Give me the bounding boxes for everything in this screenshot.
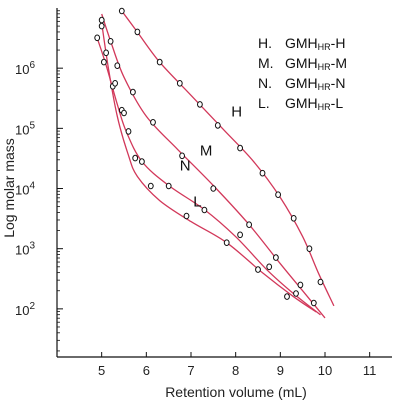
point-h	[134, 28, 141, 36]
axes	[56, 8, 392, 358]
data-points	[94, 7, 324, 307]
legend-subscript: HR	[318, 102, 331, 112]
curve-labels: H MN L	[180, 103, 242, 210]
x-tick-label: 11	[363, 363, 377, 378]
point-l	[121, 109, 127, 117]
legend-suffix: -M	[331, 55, 347, 71]
legend-entry: N. GMHHR-N	[258, 75, 345, 92]
y-tick-label: 103	[15, 241, 35, 258]
point-h	[259, 169, 266, 177]
point-m	[150, 119, 156, 126]
legend-subscript: HR	[318, 42, 331, 52]
curve-l	[101, 22, 317, 313]
point-m	[297, 281, 304, 289]
point-n	[94, 34, 101, 42]
legend-prefix: GMH	[285, 95, 318, 111]
y-tick-exponent: 3	[29, 241, 35, 252]
legend-key: N.	[258, 75, 272, 91]
point-n	[201, 206, 208, 214]
y-tick-exponent: 6	[29, 60, 35, 71]
point-h	[317, 278, 324, 286]
legend-prefix: GMH	[285, 35, 318, 51]
point-h	[176, 80, 183, 87]
point-l	[255, 266, 261, 273]
curve-label-m: M	[200, 142, 213, 159]
point-n	[165, 182, 172, 190]
legend-key: H.	[258, 35, 272, 51]
x-axis-label: Retention volume (mL)	[165, 384, 307, 400]
legend-prefix: GMH	[285, 55, 318, 71]
legend-entry: L. GMHHR-L	[258, 95, 343, 112]
legend-subscript: HR	[318, 82, 331, 92]
y-tick-label: 106	[15, 60, 35, 77]
legend-prefix: GMH	[285, 75, 318, 91]
legend-subscript: HR	[318, 62, 331, 72]
y-ticks: 102 103 104 105 106	[15, 10, 63, 352]
x-tick-label: 8	[232, 363, 239, 378]
point-n	[266, 263, 273, 271]
legend-key: M.	[258, 55, 274, 71]
curve-label-n: N	[180, 158, 191, 175]
y-axis-label: Log molar mass	[1, 138, 17, 238]
legend-suffix: -L	[331, 95, 344, 111]
point-l	[284, 293, 290, 300]
point-m	[114, 62, 121, 69]
point-l	[132, 154, 139, 162]
point-h	[214, 122, 221, 129]
legend-suffix: -N	[331, 75, 346, 91]
y-tick-exponent: 4	[29, 181, 35, 192]
point-h	[237, 144, 244, 152]
point-n	[237, 231, 244, 239]
point-h	[306, 245, 313, 252]
x-tick-label: 9	[277, 363, 284, 378]
point-m	[130, 88, 136, 96]
point-l	[183, 212, 190, 220]
point-h	[156, 58, 163, 66]
point-m	[246, 221, 253, 228]
y-tick-exponent: 5	[29, 120, 35, 131]
point-n	[101, 58, 107, 66]
point-m	[107, 38, 114, 45]
point-n	[293, 290, 299, 297]
legend-suffix: -H	[331, 35, 346, 51]
curve-h	[121, 10, 335, 307]
legend-key: L.	[258, 95, 270, 111]
curve-label-h: H	[231, 103, 242, 120]
x-tick-label: 6	[143, 363, 150, 378]
point-h	[290, 215, 297, 222]
point-h	[118, 7, 125, 15]
point-l	[103, 49, 109, 57]
point-h	[197, 101, 203, 108]
point-l	[147, 182, 154, 190]
legend-entry: H. GMHHR-H	[258, 35, 345, 52]
x-tick-label: 7	[187, 363, 194, 378]
legend: H. GMHHR-HM. GMHHR-MN. GMHHR-NL. GMHHR-L	[258, 35, 347, 112]
point-l	[223, 239, 230, 246]
curve-label-l: L	[193, 194, 201, 211]
y-tick-exponent: 2	[29, 301, 35, 312]
point-l	[98, 22, 105, 30]
x-ticks: 5 6 7 8 9 10 11	[98, 352, 376, 378]
point-n	[125, 128, 132, 135]
y-tick-label: 105	[15, 120, 35, 137]
point-l	[112, 80, 118, 87]
point-m	[210, 185, 217, 192]
point-m	[273, 254, 279, 261]
point-h	[275, 191, 282, 198]
point-l	[310, 299, 317, 307]
point-m	[98, 16, 105, 24]
y-tick-label: 104	[15, 181, 35, 198]
point-m	[179, 152, 186, 160]
point-n	[139, 158, 145, 165]
legend-entry: M. GMHHR-M	[258, 55, 347, 72]
x-tick-label: 10	[318, 363, 332, 378]
curve-m	[101, 13, 326, 319]
x-tick-label: 5	[98, 363, 105, 378]
y-tick-label: 102	[15, 301, 35, 318]
